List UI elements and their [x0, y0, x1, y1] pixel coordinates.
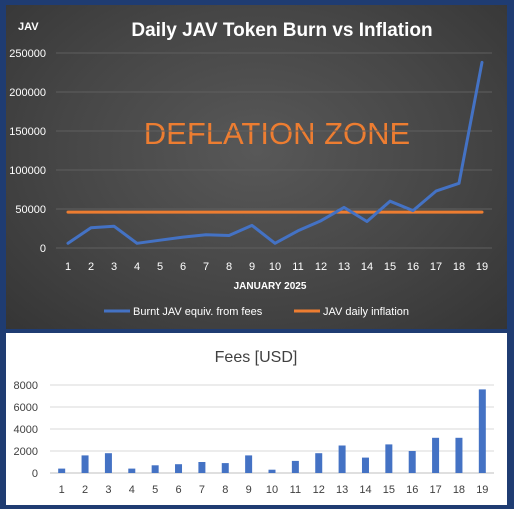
series-line-burnt	[66, 60, 484, 245]
burn-vs-inflation-panel	[6, 5, 507, 329]
x-tick-label: 7	[203, 261, 209, 273]
y-tick-labels: 0 50000 100000 150000 200000 250000	[9, 48, 46, 255]
x-tick-label: 3	[111, 261, 117, 273]
legend-label-burnt: Burnt JAV equiv. from fees	[133, 306, 263, 318]
burn-vs-inflation-chart: Daily JAV Token Burn vs Inflation JAV DE…	[9, 20, 492, 318]
x-tick-label: 2	[88, 261, 94, 273]
y-tick-label: 0	[40, 243, 46, 255]
y-axis-label: JAV	[18, 21, 39, 33]
x-axis-label: JANUARY 2025	[234, 281, 307, 292]
y-tick-label: 250000	[9, 48, 46, 60]
legend-label-inflation: JAV daily inflation	[323, 306, 409, 318]
y-tick-label: 100000	[9, 165, 46, 177]
y-tick-label: 50000	[15, 204, 46, 216]
legend: Burnt JAV equiv. from fees JAV daily inf…	[104, 306, 409, 318]
x-tick-labels: 1 2 3 4 5 6 7 8 9 10 11 12 13 14 15 16 17 18 19	[65, 261, 488, 273]
x-tick-label: 8	[226, 261, 232, 273]
x-tick-label: 5	[157, 261, 163, 273]
y-tick-label: 150000	[9, 126, 46, 138]
x-tick-label: 4	[134, 261, 140, 273]
x-tick-label: 14	[361, 261, 373, 273]
x-tick-label: 19	[476, 261, 488, 273]
x-tick-label: 15	[384, 261, 396, 273]
annotation-deflation-zone: DEFLATION ZONE	[144, 116, 410, 151]
x-tick-label: 11	[292, 261, 303, 273]
gridlines	[56, 52, 492, 249]
x-tick-label: 1	[65, 261, 71, 273]
x-tick-label: 13	[338, 261, 350, 273]
x-tick-label: 16	[407, 261, 419, 273]
x-tick-label: 9	[249, 261, 255, 273]
x-tick-label: 10	[269, 261, 281, 273]
series-lines	[66, 60, 484, 245]
fees-panel	[6, 333, 507, 505]
chart-title: Daily JAV Token Burn vs Inflation	[131, 20, 432, 41]
x-tick-label: 6	[180, 261, 186, 273]
x-tick-label: 17	[430, 261, 442, 273]
x-tick-label: 18	[453, 261, 465, 273]
x-tick-label: 12	[315, 261, 327, 273]
y-tick-label: 200000	[9, 87, 46, 99]
